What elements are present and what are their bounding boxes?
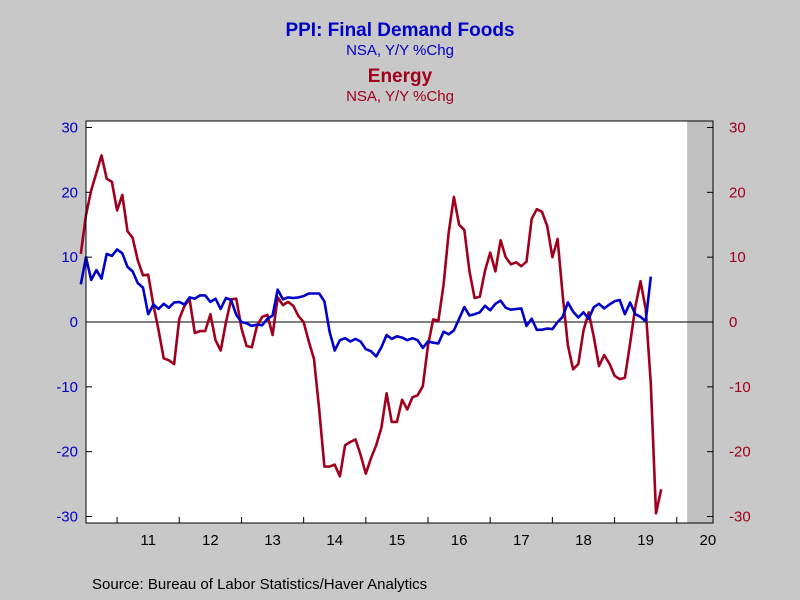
x-tick-label: 17 (513, 532, 530, 549)
y-tick-label-left: -10 (56, 379, 78, 396)
x-tick-label: 13 (264, 532, 281, 549)
y-tick-label-left: -30 (56, 509, 78, 526)
x-tick-label: 20 (699, 532, 716, 549)
plot-frame (85, 120, 714, 524)
y-tick-label-left: -20 (56, 444, 78, 461)
x-tick-label: 11 (140, 532, 156, 549)
y-tick-label-right: -20 (729, 444, 751, 461)
x-tick-label: 12 (202, 532, 219, 549)
y-tick-label-right: 0 (729, 314, 737, 331)
x-tick-label: 15 (389, 532, 406, 549)
y-tick-label-right: 30 (729, 119, 746, 136)
y-tick-label-left: 30 (61, 119, 78, 136)
x-tick-label: 16 (451, 532, 468, 549)
y-tick-label-right: -30 (729, 509, 751, 526)
x-tick-label: 19 (637, 532, 654, 549)
y-tick-label-left: 0 (70, 314, 78, 331)
chart-title-energy: Energy (367, 66, 433, 87)
series-line-foods (79, 248, 653, 358)
y-tick-label-right: 20 (729, 184, 746, 201)
y-tick-label-left: 10 (61, 249, 78, 266)
y-tick-label-left: 20 (61, 184, 78, 201)
source-note: Source: Bureau of Labor Statistics/Haver… (92, 576, 428, 593)
y-tick-label-right: 10 (729, 249, 746, 266)
chart-subtitle-foods: NSA, Y/Y %Chg (346, 42, 454, 59)
chart-subtitle-energy: NSA, Y/Y %Chg (346, 88, 454, 105)
chart-title-foods: PPI: Final Demand Foods (285, 20, 515, 41)
y-tick-label-right: -10 (729, 379, 751, 396)
x-tick-label: 18 (575, 532, 592, 549)
x-tick-label: 14 (326, 532, 343, 549)
